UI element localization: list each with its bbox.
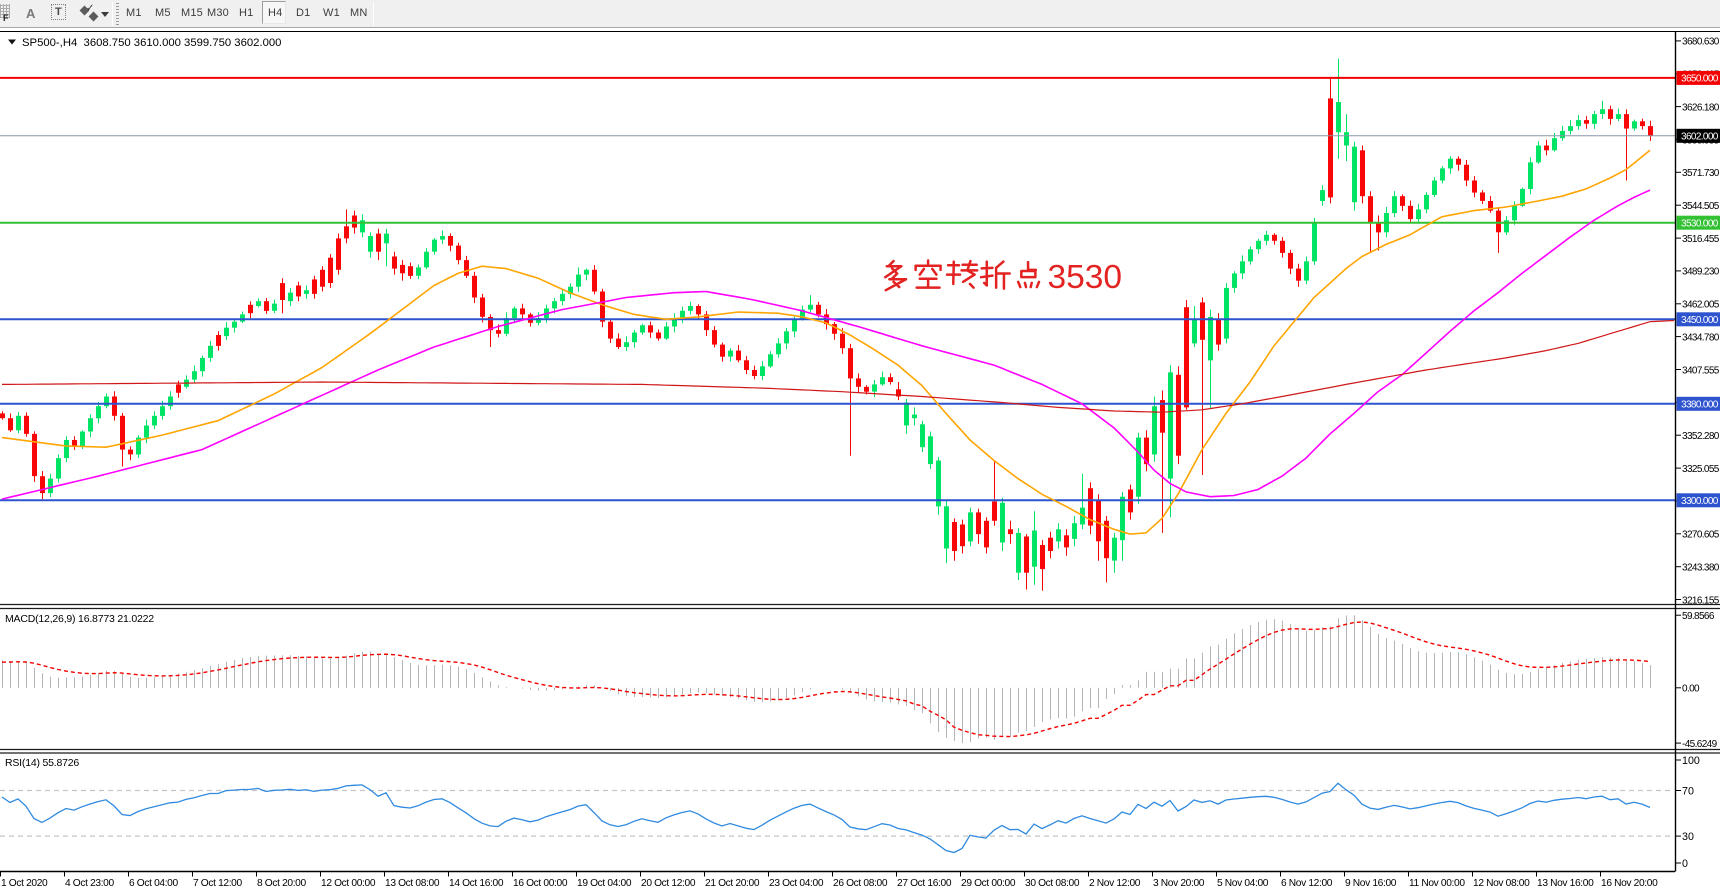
svg-text:3450.000: 3450.000	[1681, 315, 1719, 326]
svg-text:1 Oct 2020: 1 Oct 2020	[1, 878, 48, 889]
svg-text:3380.000: 3380.000	[1681, 400, 1719, 411]
svg-text:4 Oct 23:00: 4 Oct 23:00	[65, 878, 115, 889]
svg-text:2 Nov 12:00: 2 Nov 12:00	[1089, 878, 1141, 889]
svg-text:100: 100	[1682, 755, 1700, 767]
svg-text:59.8566: 59.8566	[1682, 611, 1715, 622]
svg-text:MACD(12,26,9) 16.8773 21.0222: MACD(12,26,9) 16.8773 21.0222	[5, 613, 154, 625]
svg-text:3530: 3530	[1048, 259, 1123, 296]
svg-text:21 Oct 20:00: 21 Oct 20:00	[705, 878, 760, 889]
svg-text:3544.505: 3544.505	[1682, 201, 1720, 212]
svg-text:12 Nov 08:00: 12 Nov 08:00	[1473, 878, 1530, 889]
svg-text:3216.155: 3216.155	[1682, 595, 1720, 606]
svg-text:-45.6249: -45.6249	[1682, 739, 1718, 750]
svg-text:3650.000: 3650.000	[1681, 74, 1719, 85]
svg-text:3516.455: 3516.455	[1682, 234, 1720, 245]
svg-text:12 Oct 00:00: 12 Oct 00:00	[321, 878, 376, 889]
svg-text:3300.000: 3300.000	[1681, 496, 1719, 507]
svg-text:6 Oct 04:00: 6 Oct 04:00	[129, 878, 179, 889]
svg-text:RSI(14) 55.8726: RSI(14) 55.8726	[5, 757, 79, 769]
svg-text:19 Oct 04:00: 19 Oct 04:00	[577, 878, 632, 889]
svg-text:8 Oct 20:00: 8 Oct 20:00	[257, 878, 307, 889]
svg-text:0: 0	[1682, 858, 1688, 870]
svg-text:30: 30	[1682, 831, 1694, 843]
svg-text:3407.555: 3407.555	[1682, 365, 1720, 376]
svg-text:13 Oct 08:00: 13 Oct 08:00	[385, 878, 440, 889]
svg-text:16 Oct 00:00: 16 Oct 00:00	[513, 878, 568, 889]
svg-text:26 Oct 08:00: 26 Oct 08:00	[833, 878, 888, 889]
svg-text:3462.005: 3462.005	[1682, 300, 1720, 311]
svg-text:3602.000: 3602.000	[1681, 132, 1719, 143]
svg-text:11 Nov 00:00: 11 Nov 00:00	[1409, 878, 1465, 889]
svg-text:16 Nov 20:00: 16 Nov 20:00	[1601, 878, 1658, 889]
svg-text:3352.280: 3352.280	[1682, 431, 1720, 442]
svg-text:3 Nov 20:00: 3 Nov 20:00	[1153, 878, 1205, 889]
svg-text:3489.230: 3489.230	[1682, 267, 1720, 278]
svg-text:3325.055: 3325.055	[1682, 464, 1720, 475]
svg-text:3530.000: 3530.000	[1681, 219, 1719, 230]
svg-text:7 Oct 12:00: 7 Oct 12:00	[193, 878, 243, 889]
svg-text:70: 70	[1682, 785, 1694, 797]
svg-text:3626.180: 3626.180	[1682, 102, 1720, 113]
svg-text:SP500-,H4 3608.750 3610.000 3: SP500-,H4 3608.750 3610.000 3599.750 360…	[22, 37, 281, 49]
svg-text:3571.730: 3571.730	[1682, 168, 1720, 179]
svg-text:6 Nov 12:00: 6 Nov 12:00	[1281, 878, 1333, 889]
svg-text:13 Nov 16:00: 13 Nov 16:00	[1537, 878, 1594, 889]
svg-text:3434.780: 3434.780	[1682, 332, 1720, 343]
svg-text:23 Oct 04:00: 23 Oct 04:00	[769, 878, 824, 889]
svg-text:9 Nov 16:00: 9 Nov 16:00	[1345, 878, 1397, 889]
svg-text:20 Oct 12:00: 20 Oct 12:00	[641, 878, 696, 889]
svg-text:14 Oct 16:00: 14 Oct 16:00	[449, 878, 504, 889]
svg-text:30 Oct 08:00: 30 Oct 08:00	[1025, 878, 1080, 889]
svg-text:29 Oct 00:00: 29 Oct 00:00	[961, 878, 1016, 889]
svg-text:0.00: 0.00	[1682, 684, 1700, 695]
svg-text:3680.630: 3680.630	[1682, 37, 1720, 48]
svg-text:3270.605: 3270.605	[1682, 530, 1720, 541]
svg-text:27 Oct 16:00: 27 Oct 16:00	[897, 878, 952, 889]
svg-text:5 Nov 04:00: 5 Nov 04:00	[1217, 878, 1269, 889]
svg-text:3243.380: 3243.380	[1682, 563, 1720, 574]
